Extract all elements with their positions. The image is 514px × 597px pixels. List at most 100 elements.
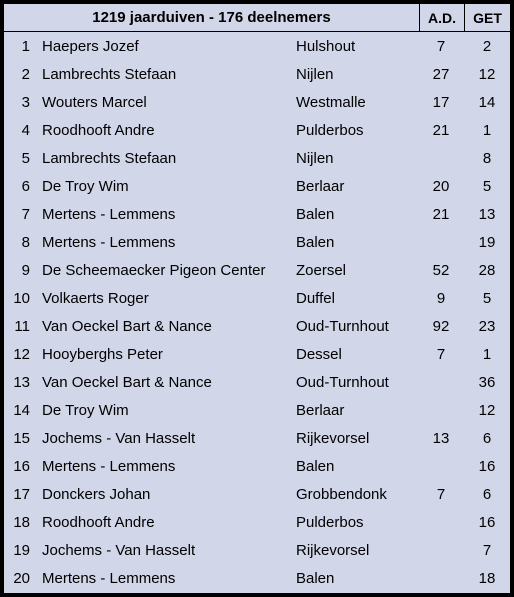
cell-rank: 20 <box>4 570 38 587</box>
table-row: 13Van Oeckel Bart & NanceOud-Turnhout 36 <box>4 368 510 396</box>
table-row: 20Mertens - LemmensBalen 18 <box>4 564 510 592</box>
table-row: 10Volkaerts RogerDuffel95 <box>4 284 510 312</box>
cell-name: Van Oeckel Bart & Nance <box>38 374 296 391</box>
cell-ad: 9 <box>418 290 464 307</box>
cell-get: 7 <box>464 542 510 559</box>
cell-get: 28 <box>464 262 510 279</box>
table-row: 5Lambrechts StefaanNijlen 8 <box>4 144 510 172</box>
cell-location: Nijlen <box>296 150 418 167</box>
cell-name: Mertens - Lemmens <box>38 570 296 587</box>
cell-rank: 17 <box>4 486 38 503</box>
cell-get: 5 <box>464 290 510 307</box>
table-row: 4Roodhooft AndrePulderbos211 <box>4 116 510 144</box>
table-row: 17Donckers JohanGrobbendonk76 <box>4 480 510 508</box>
cell-rank: 13 <box>4 374 38 391</box>
cell-get: 16 <box>464 514 510 531</box>
cell-rank: 9 <box>4 262 38 279</box>
cell-location: Pulderbos <box>296 122 418 139</box>
cell-rank: 10 <box>4 290 38 307</box>
cell-name: Mertens - Lemmens <box>38 206 296 223</box>
table-row: 8Mertens - LemmensBalen19 <box>4 228 510 256</box>
cell-name: Lambrechts Stefaan <box>38 150 296 167</box>
cell-get: 13 <box>464 206 510 223</box>
cell-location: Zoersel <box>296 262 418 279</box>
table-row: 15Jochems - Van HasseltRijkevorsel136 <box>4 424 510 452</box>
cell-ad: 17 <box>418 94 464 111</box>
cell-rank: 12 <box>4 346 38 363</box>
cell-ad: 20 <box>418 178 464 195</box>
cell-rank: 19 <box>4 542 38 559</box>
cell-ad: 52 <box>418 262 464 279</box>
cell-name: De Scheemaecker Pigeon Center <box>38 262 296 279</box>
results-table: 1219 jaarduiven - 176 deelnemers A.D. GE… <box>0 0 514 597</box>
cell-get: 18 <box>464 570 510 587</box>
cell-get: 12 <box>464 402 510 419</box>
cell-rank: 3 <box>4 94 38 111</box>
table-row: 18Roodhooft AndrePulderbos 16 <box>4 508 510 536</box>
cell-get: 8 <box>464 150 510 167</box>
cell-get: 2 <box>464 38 510 55</box>
cell-rank: 15 <box>4 430 38 447</box>
cell-location: Berlaar <box>296 402 418 419</box>
cell-location: Pulderbos <box>296 514 418 531</box>
cell-name: Roodhooft Andre <box>38 122 296 139</box>
table-row: 16Mertens - LemmensBalen16 <box>4 452 510 480</box>
cell-location: Rijkevorsel <box>296 430 418 447</box>
cell-location: Balen <box>296 458 418 475</box>
cell-location: Oud-Turnhout <box>296 374 418 391</box>
cell-ad: 21 <box>418 122 464 139</box>
cell-get: 1 <box>464 122 510 139</box>
cell-name: Mertens - Lemmens <box>38 234 296 251</box>
table-row: 9De Scheemaecker Pigeon CenterZoersel522… <box>4 256 510 284</box>
table-row: 19Jochems - Van HasseltRijkevorsel7 <box>4 536 510 564</box>
cell-get: 5 <box>464 178 510 195</box>
table-row: 2Lambrechts StefaanNijlen2712 <box>4 60 510 88</box>
cell-get: 16 <box>464 458 510 475</box>
cell-name: Volkaerts Roger <box>38 290 296 307</box>
header-col-get: GET <box>465 4 510 31</box>
table-row: 7Mertens - LemmensBalen2113 <box>4 200 510 228</box>
cell-location: Balen <box>296 206 418 223</box>
table-row: 12Hooyberghs PeterDessel71 <box>4 340 510 368</box>
cell-name: Jochems - Van Hasselt <box>38 430 296 447</box>
cell-location: Oud-Turnhout <box>296 318 418 335</box>
cell-ad: 7 <box>418 38 464 55</box>
cell-name: Mertens - Lemmens <box>38 458 296 475</box>
cell-location: Grobbendonk <box>296 486 418 503</box>
cell-rank: 14 <box>4 402 38 419</box>
cell-name: Wouters Marcel <box>38 94 296 111</box>
cell-ad: 13 <box>418 430 464 447</box>
cell-location: Nijlen <box>296 66 418 83</box>
cell-ad: 7 <box>418 486 464 503</box>
cell-name: Jochems - Van Hasselt <box>38 542 296 559</box>
header-col-ad: A.D. <box>420 4 465 31</box>
cell-rank: 6 <box>4 178 38 195</box>
cell-location: Hulshout <box>296 38 418 55</box>
table-row: 6De Troy WimBerlaar205 <box>4 172 510 200</box>
cell-location: Westmalle <box>296 94 418 111</box>
cell-rank: 2 <box>4 66 38 83</box>
cell-get: 36 <box>464 374 510 391</box>
cell-rank: 18 <box>4 514 38 531</box>
cell-rank: 8 <box>4 234 38 251</box>
cell-name: Haepers Jozef <box>38 38 296 55</box>
table-row: 14De Troy WimBerlaar12 <box>4 396 510 424</box>
table-body: 1Haepers JozefHulshout722Lambrechts Stef… <box>4 32 510 592</box>
cell-ad: 27 <box>418 66 464 83</box>
cell-rank: 5 <box>4 150 38 167</box>
cell-ad: 21 <box>418 206 464 223</box>
cell-get: 1 <box>464 346 510 363</box>
cell-name: Roodhooft Andre <box>38 514 296 531</box>
cell-ad: 7 <box>418 346 464 363</box>
cell-location: Balen <box>296 570 418 587</box>
cell-rank: 1 <box>4 38 38 55</box>
cell-rank: 16 <box>4 458 38 475</box>
cell-name: Lambrechts Stefaan <box>38 66 296 83</box>
cell-rank: 7 <box>4 206 38 223</box>
cell-name: Donckers Johan <box>38 486 296 503</box>
table-row: 11Van Oeckel Bart & NanceOud-Turnhout922… <box>4 312 510 340</box>
cell-rank: 11 <box>4 318 38 335</box>
cell-get: 6 <box>464 486 510 503</box>
cell-get: 19 <box>464 234 510 251</box>
cell-name: Hooyberghs Peter <box>38 346 296 363</box>
